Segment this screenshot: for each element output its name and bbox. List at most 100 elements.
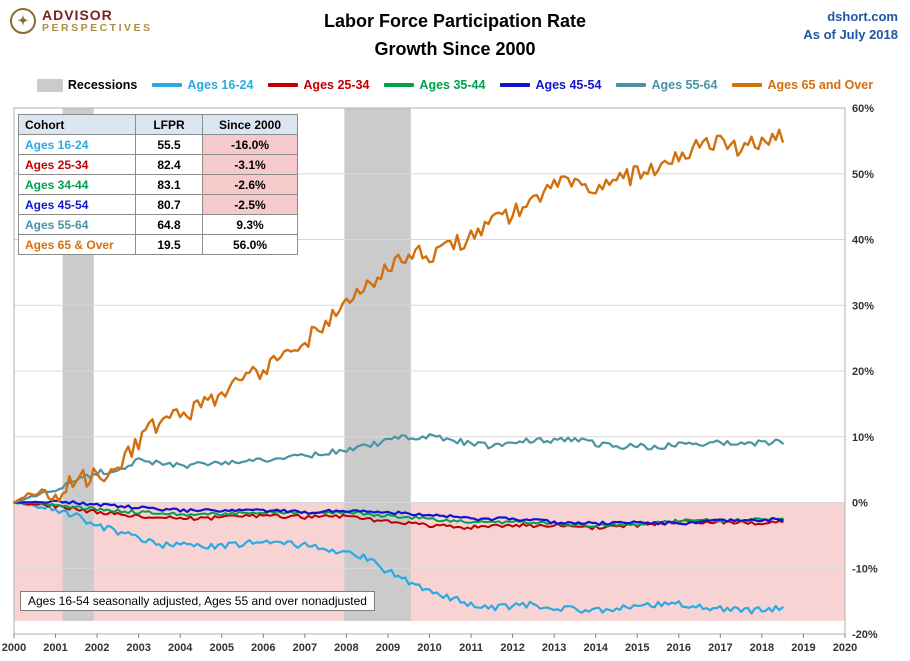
y-axis-label: 50% bbox=[852, 169, 874, 181]
y-axis-label: 40% bbox=[852, 235, 874, 247]
chart-title-line1: Labor Force Participation Rate bbox=[323, 11, 587, 31]
cohort-cell: Ages 65 & Over bbox=[18, 234, 136, 255]
recession-band-1 bbox=[344, 108, 411, 621]
lfpr-cell: 82.4 bbox=[135, 154, 203, 175]
legend-series-2-swatch bbox=[384, 83, 415, 87]
table-row: Ages 45-54 80.7 -2.5% bbox=[18, 194, 298, 215]
x-axis-label: 2007 bbox=[293, 642, 317, 654]
cohort-cell: Ages 16-24 bbox=[18, 134, 136, 155]
x-axis-label: 2006 bbox=[251, 642, 275, 654]
legend-series-3: Ages 45-54 bbox=[500, 78, 601, 92]
footnote-annotation: Ages 16-54 seasonally adjusted, Ages 55 … bbox=[20, 591, 375, 611]
table-row: Ages 25-34 82.4 -3.1% bbox=[18, 154, 298, 175]
since-cell: 56.0% bbox=[202, 234, 298, 255]
table-row: Ages 34-44 83.1 -2.6% bbox=[18, 174, 298, 195]
source-attribution: dshort.com As of July 2018 bbox=[803, 8, 898, 44]
x-axis-label: 2008 bbox=[334, 642, 358, 654]
chart-title: Labor Force Participation Rate Growth Si… bbox=[0, 8, 910, 64]
table-row: Ages 55-64 64.8 9.3% bbox=[18, 214, 298, 235]
logo-line1: ADVISOR bbox=[42, 7, 113, 24]
x-axis-label: 2012 bbox=[500, 642, 524, 654]
since-cell: -16.0% bbox=[202, 134, 298, 155]
header-lfpr: LFPR bbox=[135, 114, 203, 135]
cohort-cell: Ages 55-64 bbox=[18, 214, 136, 235]
lfpr-cell: 64.8 bbox=[135, 214, 203, 235]
cohort-cell: Ages 34-44 bbox=[18, 174, 136, 195]
legend: Recessions Ages 16-24 Ages 25-34 Ages 35-44… bbox=[0, 78, 910, 92]
x-axis-label: 2002 bbox=[85, 642, 109, 654]
header-cohort: Cohort bbox=[18, 114, 136, 135]
legend-series-4: Ages 55-64 bbox=[616, 78, 717, 92]
legend-series-2: Ages 35-44 bbox=[384, 78, 485, 92]
lfpr-cell: 80.7 bbox=[135, 194, 203, 215]
lfpr-cell: 55.5 bbox=[135, 134, 203, 155]
cohort-cell: Ages 45-54 bbox=[18, 194, 136, 215]
y-axis-label: 60% bbox=[852, 103, 874, 115]
x-axis-label: 2015 bbox=[625, 642, 649, 654]
series-line-ages-25-34 bbox=[13, 501, 784, 531]
y-axis-label: 30% bbox=[852, 300, 874, 312]
cohort-summary-table: Cohort LFPR Since 2000 Ages 16-24 55.5 -… bbox=[18, 114, 298, 255]
x-axis-label: 2013 bbox=[542, 642, 566, 654]
series-line-ages-55-64 bbox=[12, 433, 784, 504]
y-axis-label: 20% bbox=[852, 366, 874, 378]
series-line-ages-45-54 bbox=[12, 499, 784, 527]
compass-icon: ✦ bbox=[10, 8, 36, 34]
table-row: Ages 16-24 55.5 -16.0% bbox=[18, 134, 298, 155]
legend-recessions-label: Recessions bbox=[67, 78, 138, 92]
legend-series-1-label: Ages 25-34 bbox=[303, 78, 370, 92]
x-axis-label: 2020 bbox=[833, 642, 857, 654]
source-site: dshort.com bbox=[827, 9, 898, 24]
y-axis-label: -10% bbox=[852, 563, 878, 575]
logo: ✦ ADVISOR PERSPECTIVES bbox=[10, 8, 153, 34]
table-row: Ages 65 & Over 19.5 56.0% bbox=[18, 234, 298, 255]
x-axis-label: 2010 bbox=[417, 642, 441, 654]
series-line-ages-16-24 bbox=[12, 501, 784, 615]
legend-series-2-label: Ages 35-44 bbox=[419, 78, 486, 92]
y-axis-label: 0% bbox=[852, 498, 868, 510]
x-axis-label: 2004 bbox=[168, 642, 193, 654]
x-axis-label: 2003 bbox=[126, 642, 150, 654]
lfpr-cell: 19.5 bbox=[135, 234, 203, 255]
since-cell: -3.1% bbox=[202, 154, 298, 175]
chart-title-line2: Growth Since 2000 bbox=[374, 38, 536, 59]
legend-series-0-swatch bbox=[152, 83, 183, 87]
legend-recessions: Recessions bbox=[36, 78, 138, 92]
legend-series-4-label: Ages 55-64 bbox=[651, 78, 718, 92]
legend-series-4-swatch bbox=[616, 83, 647, 87]
lfpr-cell: 83.1 bbox=[135, 174, 203, 195]
x-axis-label: 2019 bbox=[791, 642, 815, 654]
logo-line2: PERSPECTIVES bbox=[42, 21, 153, 34]
x-axis-label: 2017 bbox=[708, 642, 732, 654]
legend-series-0-label: Ages 16-24 bbox=[187, 78, 254, 92]
legend-series-3-label: Ages 45-54 bbox=[535, 78, 602, 92]
since-cell: -2.6% bbox=[202, 174, 298, 195]
y-axis-label: 10% bbox=[852, 432, 874, 444]
y-axis-label: -20% bbox=[852, 629, 878, 641]
series-line-ages-65-and-over bbox=[12, 128, 784, 504]
legend-series-3-swatch bbox=[500, 83, 531, 87]
x-axis-label: 2009 bbox=[376, 642, 400, 654]
cohort-cell: Ages 25-34 bbox=[18, 154, 136, 175]
legend-series-5: Ages 65 and Over bbox=[732, 78, 873, 92]
x-axis-label: 2011 bbox=[459, 642, 483, 654]
source-asof: As of July 2018 bbox=[803, 27, 898, 43]
x-axis-label: 2001 bbox=[43, 642, 67, 654]
x-axis-label: 2016 bbox=[667, 642, 691, 654]
legend-series-1-swatch bbox=[268, 83, 299, 87]
legend-series-1: Ages 25-34 bbox=[268, 78, 369, 92]
header-since: Since 2000 bbox=[202, 114, 298, 135]
x-axis-label: 2018 bbox=[750, 642, 774, 654]
legend-series-5-swatch bbox=[732, 83, 763, 87]
legend-series-5-label: Ages 65 and Over bbox=[767, 78, 874, 92]
legend-recessions-swatch bbox=[36, 78, 63, 92]
x-axis-label: 2005 bbox=[210, 642, 234, 654]
table-header-row: Cohort LFPR Since 2000 bbox=[18, 114, 298, 135]
since-cell: 9.3% bbox=[202, 214, 298, 235]
since-cell: -2.5% bbox=[202, 194, 298, 215]
legend-series-0: Ages 16-24 bbox=[152, 78, 253, 92]
x-axis-label: 2014 bbox=[583, 642, 608, 654]
x-axis-label: 2000 bbox=[2, 642, 26, 654]
